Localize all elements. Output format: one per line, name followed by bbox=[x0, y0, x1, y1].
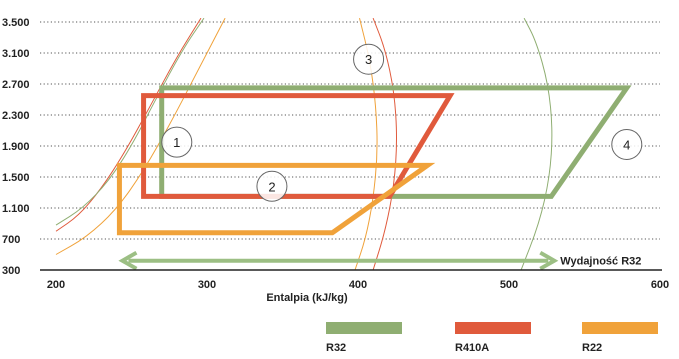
x-tick-label: 400 bbox=[349, 279, 367, 291]
capacity-arrow-right-head bbox=[539, 250, 559, 271]
envelope-r410a bbox=[141, 93, 455, 199]
saturation-curve bbox=[520, 18, 553, 270]
callout-number: 4 bbox=[623, 137, 630, 152]
y-tick-label: 3.100 bbox=[2, 48, 30, 60]
capacity-arrow-label: Wydajność R32 bbox=[560, 256, 641, 268]
y-tick-label: 1.500 bbox=[2, 172, 30, 184]
y-tick-label: 3.500 bbox=[2, 17, 30, 29]
y-tick-label: 700 bbox=[2, 234, 20, 246]
y-tick-label: 2.700 bbox=[2, 79, 30, 91]
saturation-curve bbox=[372, 18, 398, 270]
x-tick-label: 500 bbox=[500, 279, 518, 291]
envelope-r32 bbox=[159, 85, 632, 199]
x-axis-label: Entalpia (kJ/kg) bbox=[266, 292, 348, 304]
saturation-curve bbox=[354, 18, 378, 270]
saturation-curve bbox=[55, 18, 202, 232]
legend-swatch-r22 bbox=[582, 322, 658, 334]
y-tick-label: 300 bbox=[2, 265, 20, 277]
y-tick-label: 1.900 bbox=[2, 141, 30, 153]
legend-label-r32: R32 bbox=[326, 342, 346, 354]
callout-circle bbox=[611, 128, 643, 160]
callout-number: 2 bbox=[268, 179, 275, 194]
x-tick-label: 600 bbox=[651, 279, 669, 291]
legend-swatch-r32 bbox=[326, 322, 402, 334]
y-tick-label: 2.300 bbox=[2, 110, 30, 122]
callout-circle bbox=[161, 126, 193, 158]
x-tick-label: 300 bbox=[198, 279, 216, 291]
legend-swatch-r410a bbox=[455, 322, 531, 334]
callout-number: 1 bbox=[173, 135, 180, 150]
y-tick-label: 1.100 bbox=[2, 203, 30, 215]
callout-circle bbox=[256, 170, 288, 202]
legend-label-r22: R22 bbox=[582, 342, 602, 354]
saturation-curve bbox=[55, 18, 226, 255]
legend-label-r410a: R410A bbox=[455, 342, 489, 354]
callout-number: 3 bbox=[365, 52, 372, 67]
callout-circle bbox=[353, 43, 385, 75]
capacity-arrow-left-head bbox=[118, 250, 138, 271]
envelope-r22 bbox=[116, 162, 436, 236]
x-tick-label: 200 bbox=[47, 279, 65, 291]
